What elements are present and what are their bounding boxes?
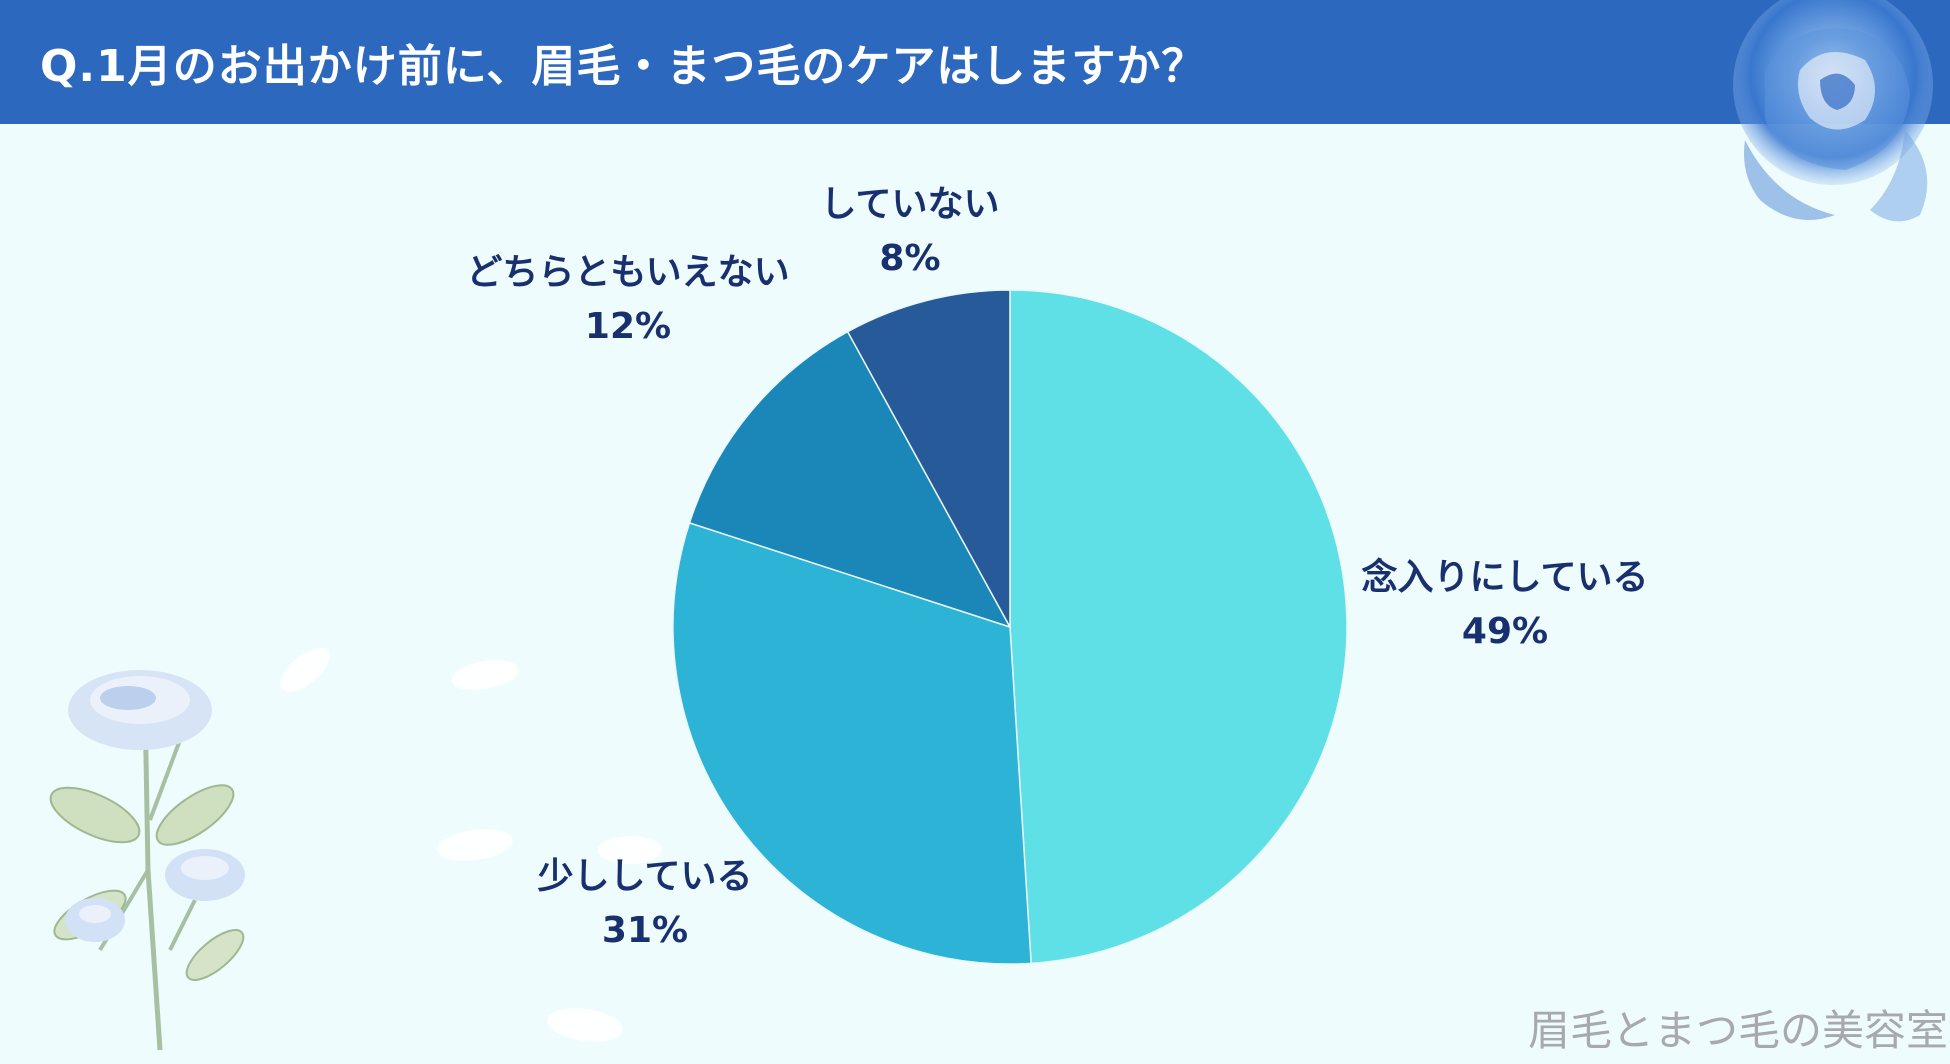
- petal-icon: [451, 660, 519, 690]
- slice-label-percent: 12%: [584, 306, 672, 347]
- slice-label-carefully: 念入りにしている 49%: [1362, 551, 1649, 659]
- petal-icon: [547, 1008, 623, 1042]
- slice-label-text: どちらともいえない: [466, 252, 790, 293]
- slice-label-text: していない: [820, 184, 1000, 225]
- slice-label-percent: 31%: [601, 910, 689, 951]
- petal-icon: [437, 829, 513, 861]
- slice-label-a-little: 少ししている 31%: [538, 850, 753, 958]
- slice-label-percent: 8%: [879, 238, 941, 279]
- pie-slice-3: [846, 289, 1011, 628]
- watermark: 眉毛とまつ毛の美容室: [1527, 1006, 1948, 1055]
- slice-label-text: 少ししている: [537, 856, 753, 897]
- pie-slice-1: [672, 521, 1032, 965]
- blue-rose-stem-icon: [49, 670, 245, 1051]
- pie-slice-2: [688, 330, 1012, 629]
- page-title: Q.1月のお出かけ前に、眉毛・まつ毛のケアはしますか？: [40, 41, 1207, 92]
- slice-label-not: していない 8%: [821, 178, 1000, 286]
- petal-icon: [598, 836, 662, 864]
- blue-rose-icon: [1733, 0, 1933, 222]
- petal-icon: [280, 647, 330, 693]
- title-bar: Q.1月のお出かけ前に、眉毛・まつ毛のケアはしますか？: [0, 0, 1950, 124]
- slice-label-neither: どちらともいえない 12%: [466, 246, 789, 354]
- slice-label-text: 念入りにしている: [1361, 557, 1649, 598]
- pie-slice-0: [1009, 289, 1348, 965]
- slice-label-percent: 49%: [1461, 611, 1549, 652]
